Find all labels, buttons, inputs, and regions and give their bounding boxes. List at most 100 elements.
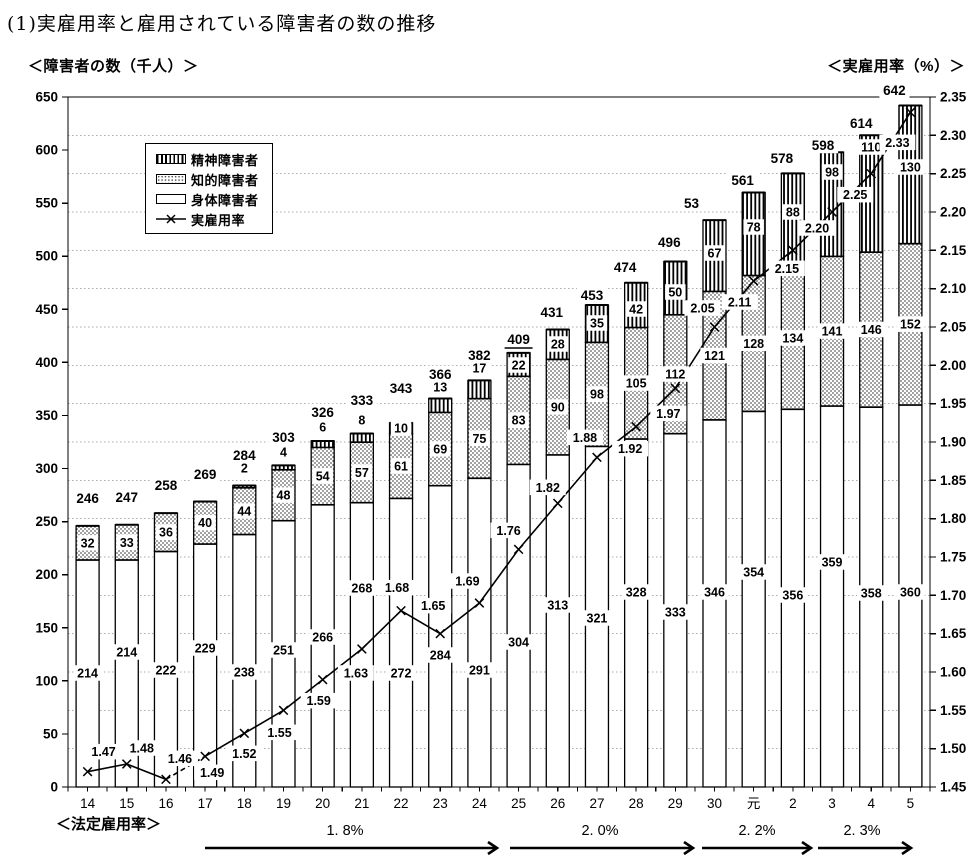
svg-text:2.35: 2.35 — [940, 90, 967, 105]
x-marker — [435, 628, 446, 639]
intellectual-value-label: 152 — [900, 318, 921, 332]
svg-text:50: 50 — [43, 726, 58, 741]
mental-value-label: 78 — [747, 221, 761, 235]
svg-text:23: 23 — [433, 796, 448, 811]
svg-text:1.95: 1.95 — [940, 396, 967, 411]
legend-item-mental: 精神障害者 — [156, 149, 264, 169]
legend-item-intellectual: 知的障害者 — [156, 169, 264, 189]
mental-value-label: 2 — [241, 462, 248, 476]
intellectual-value-label: 83 — [512, 414, 526, 428]
rate-value-label: 1.55 — [267, 726, 291, 740]
total-label: 382 — [468, 348, 491, 363]
rate-value-label: 1.48 — [130, 742, 154, 756]
x-marker — [709, 322, 720, 332]
mental-value-label: 4 — [280, 446, 287, 460]
intellectual-value-label: 90 — [551, 400, 565, 414]
svg-text:650: 650 — [35, 90, 58, 105]
legal-rate-label: 2. 2% — [738, 823, 775, 839]
mental-value-label: 98 — [825, 166, 839, 180]
mental-value-label: 35 — [590, 317, 604, 331]
rate-value-label: 2.33 — [885, 136, 909, 150]
rate-value-label: 1.47 — [91, 745, 115, 759]
intellectual-value-label: 32 — [81, 536, 95, 550]
x-marker — [357, 644, 367, 654]
svg-text:100: 100 — [35, 673, 58, 688]
total-label: 284 — [233, 448, 256, 463]
rate-value-label: 1.69 — [455, 575, 479, 589]
x-marker — [396, 605, 406, 616]
axes: 0501001502002503003504004505005506006501… — [35, 90, 966, 812]
intellectual-value-label: 121 — [704, 349, 725, 363]
svg-text:18: 18 — [237, 796, 252, 811]
legal-rate-label: 2. 0% — [581, 823, 618, 839]
svg-text:150: 150 — [35, 620, 58, 635]
total-label: 578 — [771, 151, 794, 166]
physical-value-label: 359 — [822, 556, 843, 570]
x-marker — [552, 498, 563, 509]
legend: 精神障害者 知的障害者 身体障害者 実雇用率 — [145, 143, 273, 234]
mental-value-label: 28 — [551, 338, 565, 352]
rate-value-label: 1.68 — [385, 581, 409, 595]
physical-value-label: 214 — [116, 646, 137, 660]
x-marker — [161, 774, 171, 785]
svg-text:2.30: 2.30 — [940, 128, 966, 143]
svg-text:600: 600 — [35, 143, 58, 158]
mental-value-label: 17 — [472, 362, 486, 376]
svg-text:350: 350 — [35, 408, 58, 423]
svg-text:2.20: 2.20 — [940, 205, 966, 220]
rate-value-label: 1.63 — [344, 667, 368, 681]
rate-value-label: 2.20 — [805, 222, 829, 236]
physical-value-label: 266 — [312, 631, 333, 645]
physical-value-label: 304 — [508, 636, 529, 650]
svg-text:1.50: 1.50 — [940, 741, 966, 756]
intellectual-value-label: 33 — [120, 536, 134, 550]
svg-text:元: 元 — [747, 796, 761, 811]
mental-pattern-swatch — [156, 154, 186, 164]
svg-text:200: 200 — [35, 567, 58, 582]
x-marker — [631, 421, 641, 432]
white-pattern-swatch — [156, 194, 186, 204]
x-marker — [317, 674, 328, 685]
x-marker — [670, 383, 681, 394]
total-label: 642 — [883, 83, 906, 98]
rate-value-label: 1.65 — [421, 599, 445, 613]
svg-text:1.90: 1.90 — [940, 435, 966, 450]
physical-value-label: 284 — [430, 649, 451, 663]
svg-text:5: 5 — [907, 796, 915, 811]
legal-rate-label: 2. 3% — [843, 823, 880, 839]
total-label: 247 — [116, 490, 139, 505]
x-marker — [788, 245, 798, 256]
svg-text:2.25: 2.25 — [940, 166, 967, 181]
mental-value-label: 10 — [394, 422, 408, 436]
x-marker — [278, 705, 289, 716]
svg-text:28: 28 — [629, 796, 644, 811]
svg-text:29: 29 — [668, 796, 683, 811]
intellectual-value-label: 141 — [822, 325, 843, 339]
line-marker-swatch — [156, 214, 186, 224]
intellectual-value-label: 48 — [277, 489, 291, 503]
svg-text:22: 22 — [394, 796, 409, 811]
physical-value-label: 360 — [900, 586, 921, 600]
svg-text:450: 450 — [35, 302, 58, 317]
svg-text:1.55: 1.55 — [940, 703, 967, 718]
right-axis-header: ＜実雇用率（%）＞ — [827, 58, 965, 75]
legal-rate-label: 1. 8% — [326, 823, 363, 839]
svg-text:17: 17 — [198, 796, 213, 811]
svg-text:25: 25 — [511, 796, 526, 811]
physical-value-label: 356 — [782, 589, 803, 603]
rate-value-label: 2.15 — [775, 262, 799, 276]
rate-value-label: 2.11 — [728, 296, 752, 310]
rate-value-label: 1.76 — [496, 524, 520, 538]
x-marker — [200, 751, 210, 762]
physical-value-label: 214 — [77, 667, 98, 681]
rate-value-label: 1.46 — [168, 752, 192, 766]
svg-text:1.80: 1.80 — [940, 511, 966, 526]
svg-text:14: 14 — [80, 796, 96, 811]
mental-value-label: 130 — [900, 161, 921, 175]
total-label: 269 — [194, 467, 217, 482]
mental-value-label: 88 — [786, 206, 800, 220]
intellectual-value-label: 61 — [394, 459, 408, 473]
svg-text:21: 21 — [354, 796, 369, 811]
svg-text:2.05: 2.05 — [940, 320, 967, 335]
